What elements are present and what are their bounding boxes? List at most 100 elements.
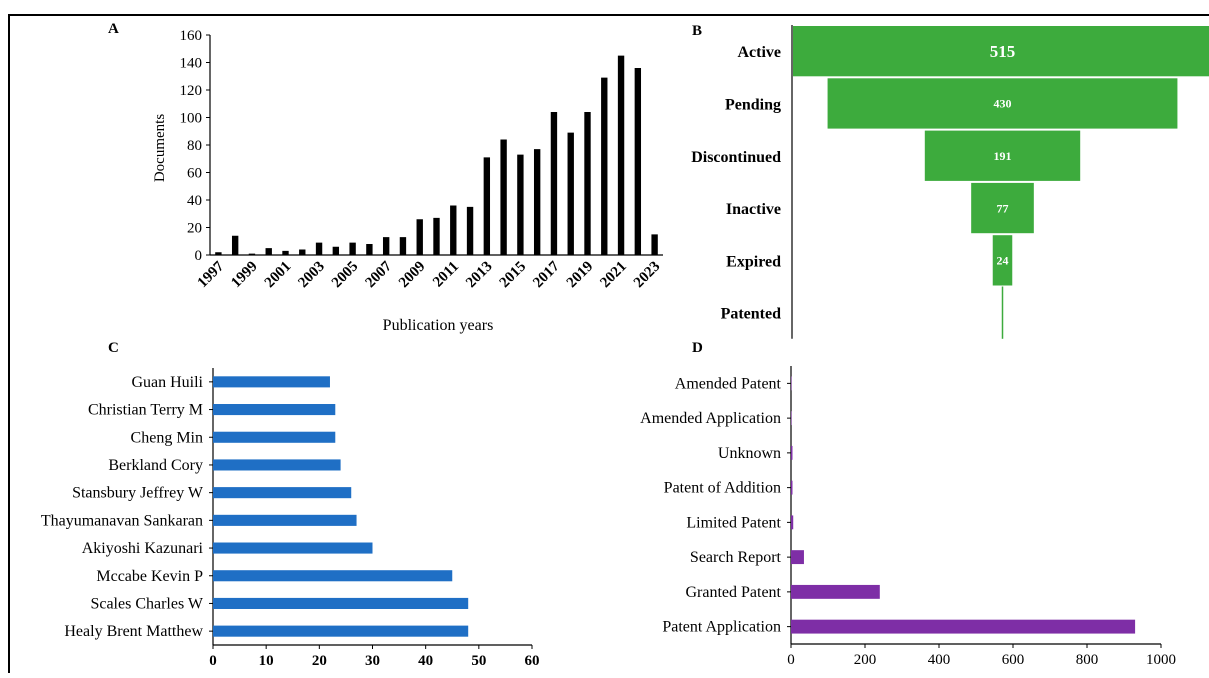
- panel-d-bar: [791, 584, 880, 599]
- panel-c-bar: [213, 514, 357, 526]
- panel-d-category-label: Search Report: [690, 549, 782, 566]
- panel-b-data-label: 430: [994, 97, 1012, 111]
- panel-d-bar: [791, 550, 804, 565]
- panel-c-category-label: Akiyoshi Kazunari: [82, 540, 204, 557]
- panel-d-category-label: Amended Patent: [675, 375, 782, 392]
- panel-a-y-tick-label: 60: [187, 166, 202, 182]
- panel-d-category-label: Limited Patent: [686, 514, 781, 531]
- panel-a-y-tick-label: 140: [180, 56, 203, 72]
- panel-a-bar: [366, 244, 373, 255]
- panel-a-bar: [265, 248, 272, 255]
- panel-a-y-tick-label: 100: [180, 111, 203, 127]
- panel-a-x-tick-label: 2021: [597, 259, 630, 292]
- panel-c-bar: [213, 431, 336, 443]
- panel-c-category-label: Cheng Min: [131, 429, 203, 446]
- panel-b-category-label: Inactive: [726, 201, 781, 218]
- panel-a-x-tick-label: 2007: [362, 258, 395, 291]
- panel-d-category-label: Granted Patent: [685, 584, 781, 601]
- panel-a-bar: [332, 246, 340, 255]
- panel-a-bar: [382, 237, 390, 255]
- panel-c-x-tick-label: 50: [471, 653, 486, 669]
- panel-a-bar: [416, 219, 423, 255]
- panel-a-bar: [248, 253, 256, 255]
- panel-a-bar: [651, 234, 658, 255]
- panel-label-a: A: [108, 21, 119, 37]
- panel-a-x-tick-label: 2023: [631, 259, 664, 292]
- panel-b-funnel-bar-discontinued: [924, 130, 1081, 181]
- panel-c-x-tick-label: 10: [259, 653, 274, 669]
- panel-d-x-tick-label: 0: [787, 652, 795, 668]
- panel-c-x-tick-label: 0: [209, 653, 217, 669]
- panel-d-category-label: Patent of Addition: [664, 480, 781, 497]
- panel-label-d: D: [692, 340, 703, 356]
- panel-a-bar: [567, 132, 574, 255]
- panel-a-x-tick-label: 2001: [262, 259, 295, 292]
- panel-b-data-label: 191: [994, 149, 1012, 163]
- panel-a-x-tick-label: 2003: [295, 259, 328, 292]
- panel-a-x-tick-label: 2019: [564, 259, 597, 292]
- panel-d-category-label: Patent Application: [662, 619, 781, 636]
- panel-a-bar: [517, 154, 524, 255]
- panel-b-category-label: Expired: [726, 253, 781, 270]
- panel-b-data-label: 515: [990, 42, 1016, 61]
- panel-c-category-label: Christian Terry M: [88, 402, 203, 419]
- panel-a-bar: [315, 242, 323, 255]
- panel-a-x-tick-label: 2005: [329, 259, 362, 292]
- panel-b-funnel-bar-expired: [992, 235, 1013, 286]
- panel-a-x-tick-label: 2011: [430, 259, 462, 291]
- panel-a-bar: [483, 157, 491, 255]
- panel-a-bar: [450, 205, 457, 255]
- panel-c-x-tick-label: 30: [365, 653, 380, 669]
- panel-a-bar: [282, 250, 289, 255]
- panel-d-x-tick-label: 600: [1002, 652, 1025, 668]
- panel-d-x-tick-label: 1000: [1146, 652, 1176, 668]
- panel-a-bar: [399, 237, 407, 255]
- panel-d-x-tick-label: 800: [1076, 652, 1099, 668]
- panel-a-bar: [433, 217, 440, 255]
- panel-a-bar: [215, 252, 222, 255]
- panel-c-bar: [213, 570, 453, 582]
- panel-d-bar: [791, 376, 792, 391]
- panel-b-funnel-bar-inactive: [971, 182, 1034, 234]
- panel-a-bar: [550, 112, 558, 255]
- panel-c-bar: [213, 404, 336, 416]
- panel-d-bar: [791, 515, 794, 530]
- panel-b-category-label: Patented: [721, 306, 782, 323]
- panel-label-b: B: [692, 23, 702, 39]
- panel-a-y-tick-label: 40: [187, 193, 202, 209]
- panel-a-x-tick-label: 2009: [396, 259, 429, 292]
- panel-c-category-label: Berkland Cory: [108, 457, 203, 474]
- panel-d-x-tick-label: 400: [928, 652, 951, 668]
- panel-c-bar: [213, 487, 352, 499]
- panel-b-data-label: 24: [997, 254, 1009, 268]
- panel-a-x-tick-label: 1999: [228, 259, 261, 292]
- panel-b-data-label: 77: [997, 201, 1009, 215]
- panel-a-y-tick-label: 20: [187, 221, 202, 237]
- panel-a-bar: [231, 235, 239, 255]
- panel-c-category-label: Stansbury Jeffrey W: [72, 485, 204, 502]
- panel-a-y-axis-label: Documents: [152, 114, 168, 182]
- panel-a-bar: [533, 149, 541, 255]
- panel-d-bar: [791, 480, 793, 495]
- panel-c-bar: [213, 459, 341, 471]
- panel-a-y-tick-label: 120: [180, 83, 203, 99]
- panel-b-category-label: Active: [737, 44, 781, 61]
- panel-c-bar: [213, 597, 469, 609]
- panel-c-category-label: Mccabe Kevin P: [96, 568, 203, 585]
- panel-d-bar: [791, 411, 792, 426]
- panel-d-x-tick-label: 200: [854, 652, 877, 668]
- panel-a-bar: [601, 77, 608, 255]
- panel-a-y-tick-label: 0: [195, 248, 203, 264]
- panel-c-chart: 0 10 20 30 40 50 60 Guan Huili Christian Terry M…: [41, 368, 540, 669]
- panel-a-bar: [466, 206, 474, 255]
- panel-c-category-label: Scales Charles W: [90, 595, 203, 612]
- panel-a-bar: [584, 112, 591, 255]
- panel-a-bar: [299, 249, 306, 255]
- panel-d-bar: [791, 619, 1136, 634]
- panel-a-y-tick-label: 80: [187, 138, 202, 154]
- panel-a-x-axis-label: Publication years: [383, 317, 494, 334]
- panel-d-category-label: Unknown: [718, 445, 781, 462]
